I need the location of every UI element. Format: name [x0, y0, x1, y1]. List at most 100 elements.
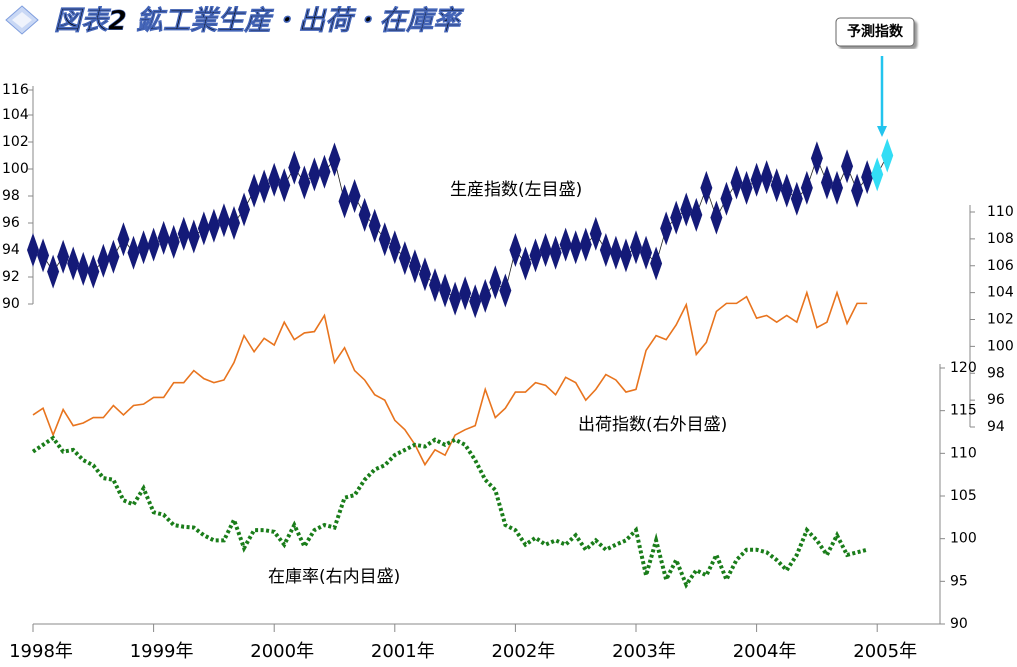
marker	[418, 257, 431, 292]
marker	[167, 224, 180, 259]
y-tick-label: 92	[2, 269, 20, 285]
y3-tick-label: 100	[950, 531, 977, 547]
marker	[579, 227, 592, 262]
series-label: 出荷指数(右外目盛)	[578, 415, 727, 435]
marker	[157, 220, 170, 255]
x-tick-label: 1998年	[9, 641, 73, 662]
y2-tick-label: 96	[987, 392, 1005, 408]
marker	[298, 165, 311, 200]
marker	[569, 230, 582, 265]
y-tick-label: 116	[2, 82, 29, 98]
marker	[87, 254, 100, 289]
marker	[670, 200, 683, 235]
series-label: 生産指数(左目盛)	[450, 180, 582, 200]
marker	[177, 216, 190, 251]
series-line	[32, 289, 868, 467]
marker	[57, 239, 70, 274]
title-icon	[5, 5, 39, 35]
marker	[539, 233, 552, 267]
marker	[479, 278, 492, 313]
marker	[207, 208, 220, 243]
y2-tick-label: 102	[987, 312, 1014, 328]
marker	[278, 168, 291, 203]
y3-tick-label: 110	[950, 445, 977, 461]
marker	[408, 249, 421, 284]
marker	[619, 238, 632, 273]
marker	[228, 206, 240, 240]
marker	[67, 246, 80, 281]
y3-tick-label: 90	[950, 616, 968, 632]
marker	[117, 222, 130, 257]
y-tick-label: 104	[2, 107, 29, 123]
marker	[147, 227, 160, 262]
marker	[388, 230, 401, 265]
marker	[348, 179, 361, 213]
marker	[650, 246, 663, 281]
marker	[599, 233, 612, 267]
x-tick-label: 2003年	[612, 641, 676, 662]
marker	[499, 273, 512, 308]
x-tick-label: 2000年	[250, 641, 314, 662]
marker	[780, 173, 793, 208]
callout: 予測指数	[835, 17, 915, 137]
x-tick-label: 2004年	[733, 641, 797, 662]
marker	[589, 216, 602, 251]
marker	[720, 181, 733, 216]
marker	[730, 165, 743, 200]
series-label: 在庫率(右内目盛)	[268, 567, 400, 587]
marker	[358, 197, 371, 232]
marker	[47, 254, 60, 289]
marker	[630, 230, 642, 265]
marker	[187, 219, 200, 254]
marker	[559, 227, 572, 262]
marker	[439, 273, 452, 308]
marker	[851, 173, 864, 208]
marker	[861, 160, 874, 195]
marker	[137, 230, 150, 265]
marker	[710, 200, 723, 235]
marker	[268, 162, 281, 197]
y-tick-label: 90	[2, 296, 20, 312]
y-tick-label: 98	[2, 188, 20, 204]
y3-tick-label: 95	[950, 573, 968, 589]
y3-tick-label: 105	[950, 488, 977, 504]
marker	[871, 157, 884, 192]
x-tick-label: 2001年	[371, 641, 435, 662]
marker	[680, 192, 693, 227]
marker	[519, 246, 532, 281]
marker	[700, 170, 713, 205]
marker	[489, 265, 502, 300]
marker	[27, 233, 39, 267]
marker	[248, 173, 261, 208]
marker	[429, 268, 441, 303]
marker	[509, 233, 522, 267]
marker	[881, 138, 894, 173]
marker	[820, 165, 833, 200]
marker	[770, 168, 783, 203]
y2-tick-label: 108	[987, 231, 1014, 247]
marker	[197, 211, 210, 246]
y-tick-label: 96	[2, 215, 20, 231]
marker	[398, 241, 411, 276]
marker	[740, 170, 753, 205]
y2-tick-label: 104	[987, 285, 1014, 301]
marker	[328, 142, 341, 177]
marker	[217, 203, 230, 238]
marker	[760, 160, 773, 195]
marker	[831, 170, 843, 205]
y2-tick-label: 110	[987, 204, 1014, 220]
series-line	[31, 435, 868, 589]
y-tick-label: 102	[2, 134, 29, 150]
marker	[127, 235, 140, 270]
marker	[368, 208, 381, 243]
marker	[318, 154, 331, 189]
y-tick-label: 100	[2, 161, 29, 177]
marker	[459, 276, 472, 311]
marker	[258, 169, 271, 204]
marker	[338, 184, 351, 219]
marker	[77, 251, 90, 286]
y-tick-label: 94	[2, 242, 20, 258]
marker	[449, 281, 462, 316]
y2-tick-label: 100	[987, 338, 1014, 354]
